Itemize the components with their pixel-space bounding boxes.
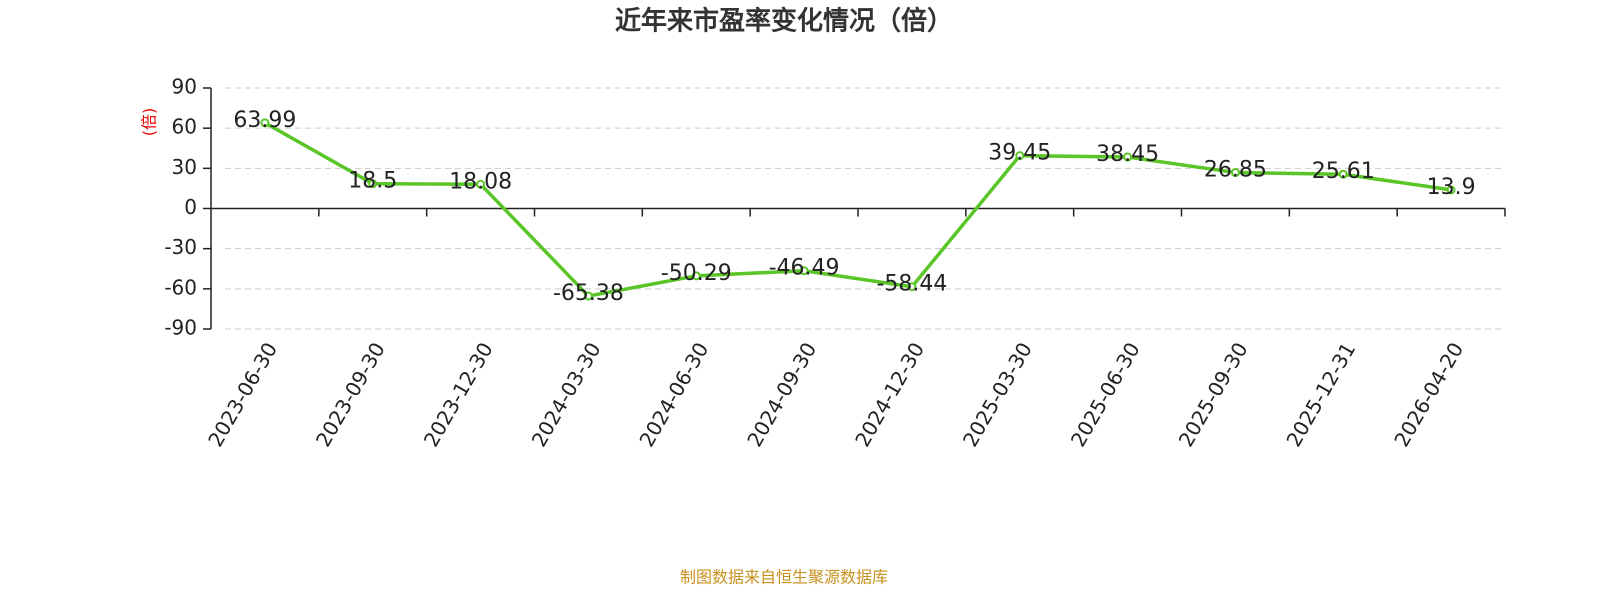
point: [907, 282, 917, 292]
point: [1446, 185, 1456, 195]
y-tick-label: 60: [172, 115, 197, 139]
point: [476, 179, 486, 189]
point: [583, 291, 593, 301]
x-tick-label: 2026-04-20: [1389, 338, 1468, 451]
x-tick-label: 2024-03-30: [527, 338, 606, 451]
x-tick-label: 2025-12-31: [1281, 338, 1360, 451]
y-axis-label: (倍): [140, 108, 159, 137]
point: [1230, 168, 1240, 178]
x-tick-label: 2025-03-30: [958, 338, 1037, 451]
data-label: -58.44: [876, 272, 947, 297]
y-tick-label: -30: [164, 235, 197, 259]
x-tick-label: 2023-06-30: [203, 338, 282, 451]
data-label: 63.99: [233, 108, 296, 133]
x-tick-label: 2024-09-30: [742, 338, 821, 451]
x-tick-label: 2025-06-30: [1066, 338, 1145, 451]
x-tick-label: 2024-12-30: [850, 338, 929, 451]
y-tick-label: 90: [172, 75, 197, 99]
data-label: -65.38: [553, 281, 624, 306]
point: [1338, 169, 1348, 179]
chart-title: 近年来市盈率变化情况（倍）: [615, 6, 953, 37]
series-line: [264, 121, 1452, 298]
x-tick-label: 2025-09-30: [1174, 338, 1253, 451]
point: [1123, 152, 1133, 162]
point: [691, 271, 701, 281]
data-label: 13.9: [1427, 175, 1476, 200]
point: [368, 179, 378, 189]
y-tick-label: -60: [164, 275, 197, 299]
x-tick-label: 2023-12-30: [419, 338, 498, 451]
data-label: 39.45: [988, 141, 1051, 166]
source-note: 制图数据来自恒生聚源数据库: [680, 568, 888, 587]
data-label: -46.49: [769, 256, 840, 281]
data-label: 26.85: [1204, 158, 1267, 183]
point: [1015, 151, 1025, 161]
y-tick-label: -90: [164, 316, 197, 340]
data-label: 25.61: [1312, 159, 1375, 184]
data-label: 18.08: [449, 169, 512, 194]
y-tick-label: 0: [184, 195, 197, 219]
point: [799, 266, 809, 276]
y-tick-label: 30: [172, 155, 197, 179]
data-label: -50.29: [661, 261, 732, 286]
x-tick-label: 2024-06-30: [634, 338, 713, 451]
data-label: 38.45: [1096, 142, 1159, 167]
data-label: 18.5: [348, 169, 397, 194]
point: [260, 118, 270, 128]
x-tick-label: 2023-09-30: [311, 338, 390, 451]
